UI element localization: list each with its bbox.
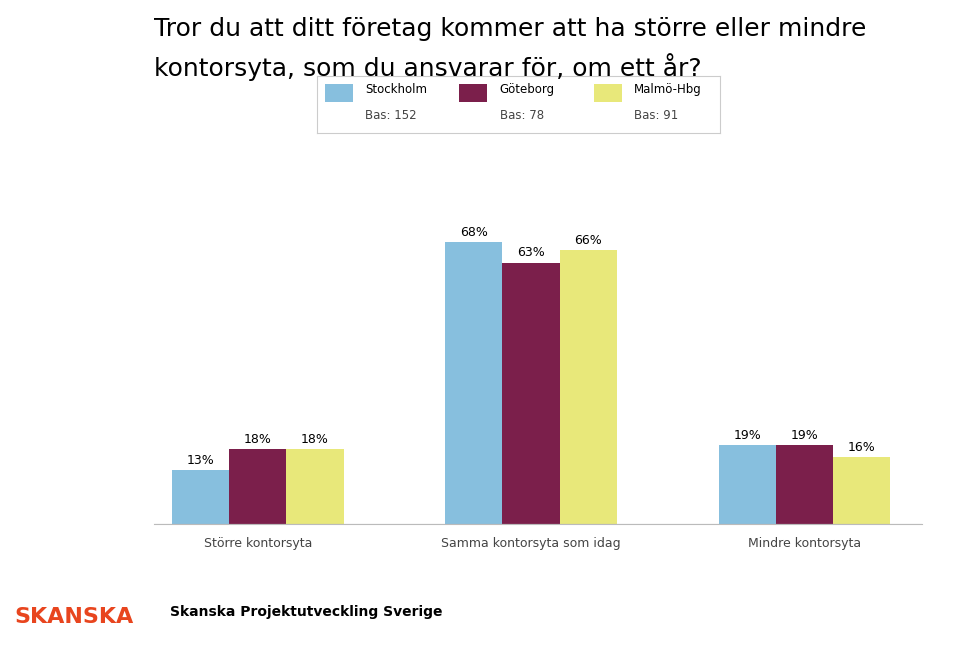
FancyBboxPatch shape [593, 84, 622, 101]
Text: 66%: 66% [574, 234, 602, 247]
Text: 18%: 18% [244, 433, 272, 446]
Text: Malmö-Hbg: Malmö-Hbg [634, 83, 702, 96]
Text: Skanska Projektutveckling Sverige: Skanska Projektutveckling Sverige [171, 605, 443, 619]
Text: Tror du att ditt företag kommer att ha större eller mindre: Tror du att ditt företag kommer att ha s… [154, 17, 866, 40]
Text: 13%: 13% [186, 453, 214, 467]
FancyBboxPatch shape [459, 84, 488, 101]
FancyBboxPatch shape [324, 84, 353, 101]
Text: Stockholm: Stockholm [365, 83, 427, 96]
Text: 19%: 19% [791, 429, 818, 442]
Bar [172, 470, 229, 524]
Text: 19%: 19% [733, 429, 761, 442]
Bar [560, 251, 617, 524]
Bar [718, 445, 776, 524]
Text: Bas: 91: Bas: 91 [634, 109, 678, 122]
Text: 63%: 63% [517, 247, 545, 259]
Text: Bas: 152: Bas: 152 [365, 109, 417, 122]
Text: 16%: 16% [848, 441, 876, 454]
Text: Bas: 78: Bas: 78 [499, 109, 543, 122]
Bar [502, 263, 560, 524]
Bar [286, 450, 344, 524]
Text: Göteborg: Göteborg [499, 83, 555, 96]
Bar [833, 457, 890, 524]
Bar [445, 242, 502, 524]
Text: SKANSKA: SKANSKA [14, 607, 134, 627]
Bar [229, 450, 286, 524]
Text: 68%: 68% [460, 225, 488, 239]
Text: kontorsyta, som du ansvarar för, om ett år?: kontorsyta, som du ansvarar för, om ett … [154, 53, 701, 81]
Text: 13: 13 [882, 32, 908, 50]
Text: 18%: 18% [301, 433, 329, 446]
Bar [776, 445, 833, 524]
